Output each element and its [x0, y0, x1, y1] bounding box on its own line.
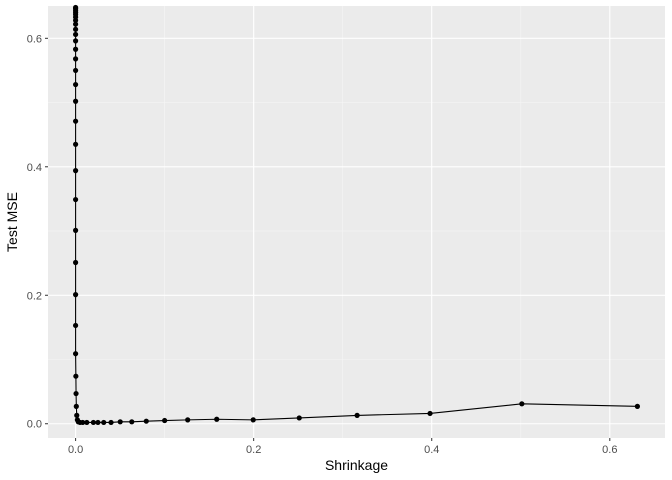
- data-point-0-45: [296, 415, 302, 421]
- data-point-0-42: [185, 417, 191, 423]
- data-point-0-19: [73, 196, 79, 203]
- plot-panel: [48, 6, 665, 438]
- y-axis-title: Test MSE: [4, 192, 20, 252]
- data-point-0-44: [250, 417, 256, 423]
- data-point-0-32: [80, 419, 86, 426]
- data-point-0-15: [73, 98, 79, 104]
- x-tick-label-0: 0.0: [68, 444, 83, 456]
- data-point-0-33: [84, 419, 90, 426]
- data-point-0-16: [73, 118, 79, 124]
- data-point-0-38: [117, 419, 123, 425]
- grid-lines: [48, 6, 665, 438]
- data-point-0-24: [73, 351, 79, 357]
- data-point-0-34: [90, 419, 97, 426]
- data-point-0-41: [162, 417, 168, 424]
- data-point-0-8: [73, 26, 79, 32]
- y-tick-label-3: 0.6: [27, 33, 42, 45]
- data-point-0-13: [73, 67, 79, 74]
- data-point-0-25: [73, 373, 79, 379]
- data-point-0-46: [354, 412, 360, 418]
- data-point-0-35: [95, 419, 101, 426]
- data-point-0-27: [73, 403, 79, 409]
- data-point-0-7: [73, 21, 79, 27]
- y-tick-label-2: 0.4: [27, 162, 42, 174]
- data-point-0-18: [73, 168, 79, 174]
- data-point-0-40: [143, 418, 149, 424]
- y-tick-label-1: 0.2: [27, 290, 42, 302]
- data-point-0-22: [73, 292, 79, 298]
- data-point-0-10: [73, 38, 79, 44]
- data-point-0-6: [73, 17, 79, 23]
- data-point-0-21: [73, 259, 79, 266]
- data-point-0-37: [108, 419, 114, 426]
- data-point-0-28: [74, 412, 80, 418]
- data-point-0-17: [73, 141, 79, 147]
- data-point-0-20: [73, 227, 79, 233]
- data-point-0-36: [101, 419, 107, 426]
- data-point-0-47: [427, 410, 433, 417]
- y-tick-label-0: 0.0: [27, 419, 42, 431]
- data-point-0-43: [214, 416, 220, 422]
- x-axis-title: Shrinkage: [325, 457, 388, 473]
- axis-ticks: 0.0 0.2 0.4 0.6 0.0 0.2 0.4 0.6: [27, 33, 618, 456]
- x-tick-label-2: 0.4: [424, 444, 439, 456]
- x-tick-label-3: 0.6: [602, 444, 617, 456]
- data-point-0-48: [519, 401, 525, 407]
- data-point-0-9: [73, 31, 79, 38]
- data-series: [73, 4, 641, 426]
- data-point-0-11: [73, 46, 79, 52]
- data-point-0-12: [73, 56, 79, 62]
- data-point-0-26: [73, 390, 79, 397]
- data-point-0-39: [129, 419, 135, 425]
- x-tick-label-1: 0.2: [246, 444, 261, 456]
- data-point-0-14: [73, 81, 79, 88]
- data-point-0-49: [634, 403, 641, 409]
- data-point-0-23: [73, 322, 79, 329]
